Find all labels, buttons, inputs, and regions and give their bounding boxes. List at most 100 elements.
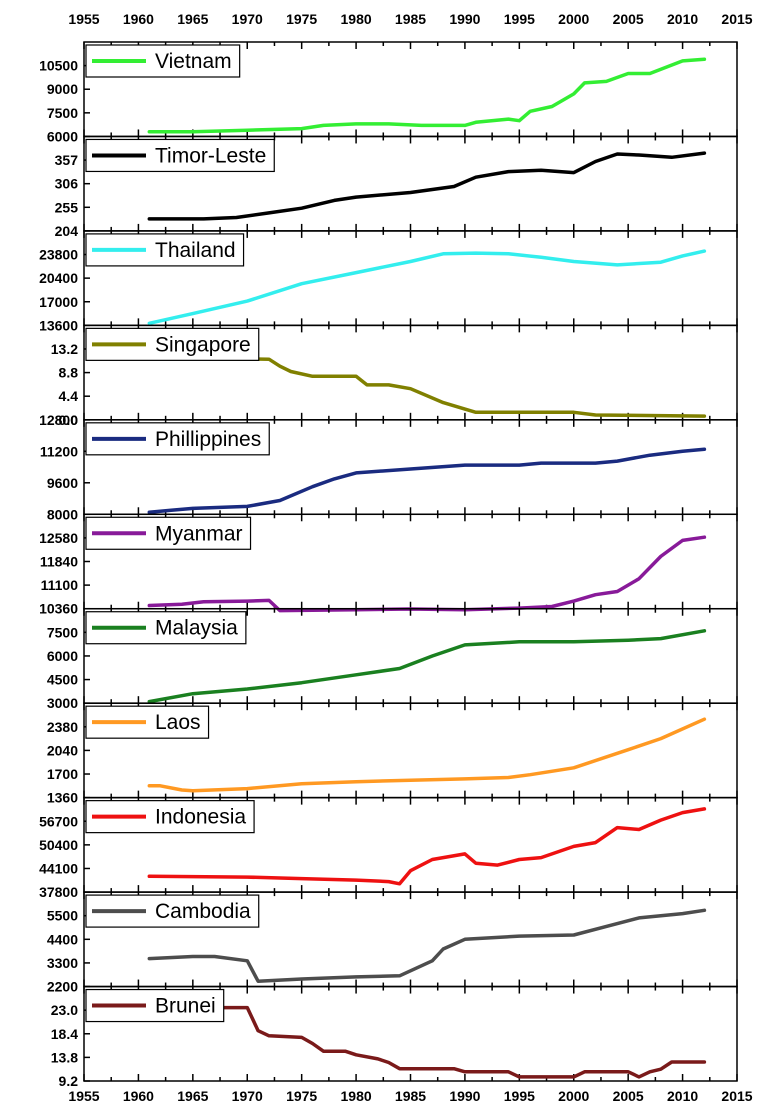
bottom-x-tick-label: 2000 [558, 1088, 589, 1104]
y-tick-label: 11100 [41, 577, 79, 593]
y-tick-label: 255 [55, 199, 79, 215]
legend-label: Vietnam [155, 50, 232, 73]
series-line [147, 57, 707, 134]
y-tick-label: 50400 [39, 837, 78, 853]
series-line [147, 447, 707, 515]
chart-panels: 6000 7500 9000 10500 Vietnam 204 255 306 357 Timo… [39, 41, 738, 1089]
top-x-tick-label: 2000 [558, 11, 589, 27]
series-line [147, 717, 707, 793]
top-x-tick-label: 1965 [177, 11, 208, 27]
panel-brunei: 9.2 13.8 18.4 23.0 Brunei [51, 985, 738, 1089]
legend-label: Malaysia [155, 617, 238, 640]
panel-phillippines: 8000 9600 11200 12800 Phillippines [39, 412, 738, 522]
y-tick-label: 23.0 [51, 1002, 78, 1018]
panel-thailand: 13600 17000 20400 23800 Thailand [39, 230, 738, 333]
y-tick-label: 2040 [47, 742, 78, 758]
top-x-tick-label: 1980 [341, 11, 372, 27]
series-line [147, 1005, 707, 1079]
legend: Singapore [85, 327, 260, 361]
y-tick-label: 357 [55, 152, 79, 168]
bottom-x-tick-label: 1970 [232, 1088, 263, 1104]
panel-vietnam: 6000 7500 9000 10500 Vietnam [39, 41, 738, 144]
y-tick-label: 2380 [47, 719, 78, 735]
legend: Timor-Leste [85, 138, 275, 173]
legend: Myanmar [85, 516, 252, 550]
y-tick-label: 3000 [47, 695, 78, 711]
y-tick-label: 18.4 [51, 1026, 78, 1042]
legend: Vietnam [85, 44, 241, 78]
panel-malaysia: 3000 4500 6000 7500 Malaysia [47, 607, 738, 711]
series-line [147, 356, 707, 418]
legend: Malaysia [85, 611, 247, 645]
legend: Indonesia [85, 800, 255, 834]
series-line [147, 151, 707, 221]
y-tick-label: 9000 [47, 81, 78, 97]
y-tick-label: 3300 [47, 955, 78, 971]
y-tick-label: 56700 [39, 813, 78, 829]
top-x-tick-label: 2010 [667, 11, 698, 27]
top-x-tick-label: 2005 [613, 11, 644, 27]
top-x-tick-label: 2015 [721, 11, 752, 27]
legend-label: Cambodia [155, 900, 251, 923]
top-x-tick-label: 1990 [449, 11, 480, 27]
legend-label: Singapore [155, 333, 251, 356]
y-tick-label: 1360 [47, 790, 78, 806]
bottom-x-tick-label: 1985 [395, 1088, 426, 1104]
panel-indonesia: 37800 44100 50400 56700 Indonesia [39, 796, 738, 900]
series-line [147, 629, 707, 704]
bottom-x-tick-label: 1990 [449, 1088, 480, 1104]
legend: Thailand [85, 233, 245, 267]
legend: Phillippines [85, 422, 270, 456]
y-tick-label: 4400 [47, 931, 78, 947]
y-tick-label: 2200 [47, 979, 78, 995]
panel-cambodia: 2200 3300 4400 5500 Cambodia [47, 891, 738, 995]
y-tick-label: 8.8 [59, 365, 79, 381]
series-line [147, 807, 707, 886]
panel-myanmar: 10360 11100 11840 12580 Myanmar [39, 513, 738, 617]
top-x-tick-label: 1955 [68, 11, 99, 27]
bottom-x-tick-label: 2005 [613, 1088, 644, 1104]
bottom-x-tick-label: 1995 [504, 1088, 535, 1104]
series-line [147, 908, 707, 983]
y-tick-label: 306 [55, 176, 79, 192]
top-x-tick-label: 1985 [395, 11, 426, 27]
y-tick-label: 17000 [39, 294, 78, 310]
legend-label: Myanmar [155, 522, 243, 545]
legend: Laos [85, 705, 210, 739]
y-tick-label: 10500 [39, 58, 78, 74]
top-x-tick-label: 1970 [232, 11, 263, 27]
y-tick-label: 13.8 [51, 1049, 78, 1065]
legend-label: Brunei [155, 995, 216, 1018]
y-tick-label: 12580 [39, 530, 78, 546]
y-tick-label: 9600 [47, 475, 78, 491]
top-x-tick-label: 1995 [504, 11, 535, 27]
bottom-x-tick-label: 1975 [286, 1088, 317, 1104]
legend-label: Laos [155, 711, 201, 734]
y-tick-label: 23800 [39, 247, 78, 263]
bottom-x-tick-label: 1960 [123, 1088, 154, 1104]
y-tick-label: 13.2 [51, 341, 78, 357]
legend-label: Thailand [155, 239, 236, 262]
y-tick-label: 37800 [39, 884, 78, 900]
y-tick-label: 8000 [47, 506, 78, 522]
bottom-x-tick-label: 1955 [68, 1088, 99, 1104]
y-tick-label: 7500 [47, 105, 78, 121]
top-x-tick-label: 1960 [123, 11, 154, 27]
y-tick-label: 1700 [47, 766, 78, 782]
panel-timor-leste: 204 255 306 357 Timor-Leste [55, 135, 738, 239]
bottom-x-tick-label: 2015 [721, 1088, 752, 1104]
panel-singapore: 0.0 4.4 8.8 13.2 Singapore [51, 324, 738, 428]
y-tick-label: 4.4 [59, 388, 79, 404]
bottom-x-tick-label: 1965 [177, 1088, 208, 1104]
y-tick-label: 11200 [40, 443, 78, 459]
bottom-x-axis-labels: 1955 1960 1965 1970 1975 1980 1985 1990 1995 2000… [68, 1088, 752, 1104]
y-tick-label: 12800 [39, 412, 78, 428]
legend: Cambodia [85, 894, 260, 928]
bottom-x-tick-label: 2010 [667, 1088, 698, 1104]
legend-box [85, 327, 260, 361]
y-tick-label: 20400 [39, 270, 78, 286]
legend-label: Phillippines [155, 428, 261, 451]
y-tick-label: 13600 [39, 317, 78, 333]
y-tick-label: 9.2 [59, 1073, 79, 1089]
y-tick-label: 11840 [40, 554, 78, 570]
